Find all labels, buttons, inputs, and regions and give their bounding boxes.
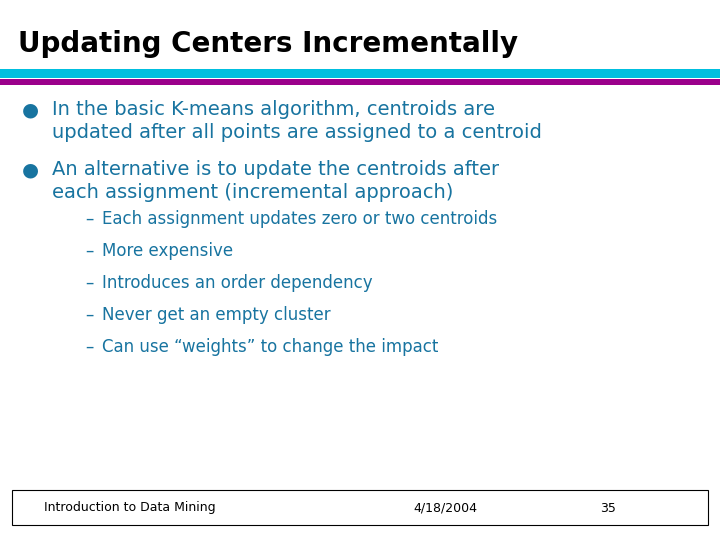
- Text: Can use “weights” to change the impact: Can use “weights” to change the impact: [102, 338, 438, 356]
- Text: updated after all points are assigned to a centroid: updated after all points are assigned to…: [52, 123, 542, 142]
- Text: Each assignment updates zero or two centroids: Each assignment updates zero or two cent…: [102, 210, 498, 228]
- Text: –: –: [85, 338, 94, 356]
- Text: 35: 35: [600, 502, 616, 515]
- Bar: [12, 490, 708, 525]
- Bar: [0, 79, 720, 85]
- Text: ●: ●: [22, 160, 39, 179]
- Text: Introduction to Data Mining: Introduction to Data Mining: [44, 502, 216, 515]
- Text: –: –: [85, 210, 94, 228]
- Text: An alternative is to update the centroids after: An alternative is to update the centroid…: [52, 160, 499, 179]
- Text: –: –: [85, 242, 94, 260]
- Text: –: –: [85, 274, 94, 292]
- Text: Never get an empty cluster: Never get an empty cluster: [102, 306, 330, 324]
- Text: –: –: [85, 306, 94, 324]
- Text: Updating Centers Incrementally: Updating Centers Incrementally: [18, 30, 518, 58]
- Text: each assignment (incremental approach): each assignment (incremental approach): [52, 183, 454, 202]
- Text: More expensive: More expensive: [102, 242, 233, 260]
- Bar: [0, 69, 720, 78]
- Text: In the basic K-means algorithm, centroids are: In the basic K-means algorithm, centroid…: [52, 100, 495, 119]
- Text: ●: ●: [22, 100, 39, 119]
- Text: 4/18/2004: 4/18/2004: [413, 502, 477, 515]
- Text: Introduces an order dependency: Introduces an order dependency: [102, 274, 373, 292]
